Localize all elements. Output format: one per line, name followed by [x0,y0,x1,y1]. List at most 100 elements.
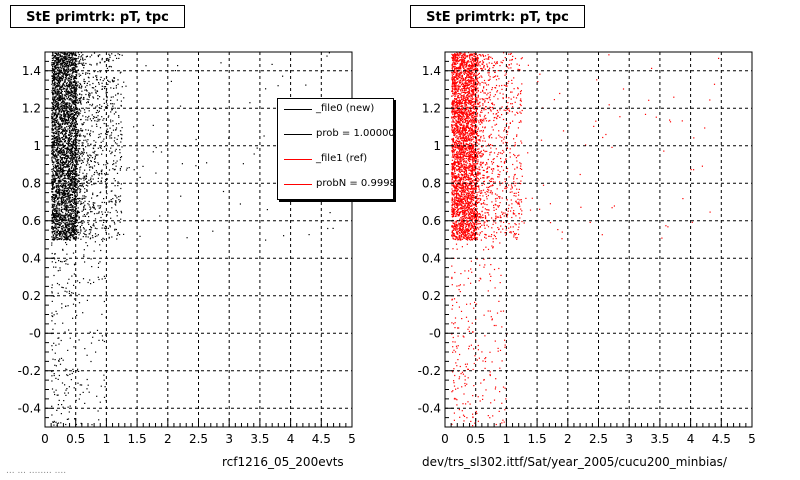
scatter-point [59,216,61,218]
scatter-point [82,161,84,163]
scatter-point [475,81,477,83]
scatter-point [100,147,102,149]
scatter-point [63,153,65,155]
scatter-point [75,138,77,141]
scatter-point [64,331,66,333]
scatter-point [452,174,454,176]
scatter-point [107,211,109,213]
scatter-point [55,174,57,176]
scatter-point [67,120,69,122]
scatter-point [103,201,106,204]
scatter-point [72,199,74,201]
scatter-point [80,97,82,99]
scatter-point [96,116,98,118]
scatter-point [120,105,122,107]
scatter-point [60,149,62,151]
scatter-point [465,192,467,194]
scatter-point [52,99,54,101]
scatter-point [114,107,116,109]
scatter-point [99,192,101,194]
scatter-point [471,224,473,226]
scatter-point [75,82,78,85]
scatter-point [110,153,112,155]
scatter-point [57,177,59,179]
scatter-point [51,176,53,178]
scatter-point [70,133,72,135]
scatter-points [451,52,720,427]
scatter-point [59,233,61,235]
scatter-point [62,218,64,220]
scatter-point [69,176,71,178]
scatter-point [467,96,469,98]
scatter-point [71,118,73,120]
scatter-point [56,216,59,218]
scatter-point [87,162,89,164]
scatter-point [52,57,54,59]
scatter-point [64,194,66,196]
scatter-point [61,118,64,120]
scatter-panel-right: 0 0.5 1 1.5 2 2.5 3 3.5 4 4.5 5-0.4-0.2-00.20.40.6… [418,51,756,446]
scatter-point [72,57,74,59]
scatter-point [54,195,56,197]
scatter-point [63,94,66,96]
scatter-point [56,191,58,193]
scatter-point [69,111,71,113]
scatter-point [474,152,476,154]
scatter-point [53,68,55,70]
scatter-point [71,230,73,232]
scatter-point [60,90,62,92]
scatter-point [117,53,119,55]
scatter-point [461,77,463,79]
scatter-point [75,147,77,149]
scatter-point [454,206,456,208]
scatter-point [84,176,86,178]
scatter-point [81,94,83,96]
scatter-point [55,209,57,211]
scatter-point [53,104,55,106]
scatter-point [85,119,87,121]
scatter-point [62,161,64,163]
scatter-point [68,181,70,183]
scatter-point [55,111,57,113]
scatter-point [114,228,116,230]
scatter-point [58,194,60,196]
scatter-point [56,76,59,78]
scatter-point [470,83,472,85]
scatter-point [118,116,120,118]
scatter-point [56,66,58,68]
scatter-point [54,210,56,212]
scatter-point [90,211,92,213]
scatter-point [52,143,54,146]
scatter-point [62,189,64,191]
scatter-point [460,207,462,209]
scatter-point [51,67,53,70]
scatter-point [51,113,53,115]
scatter-point [68,166,70,168]
scatter-point [51,291,53,293]
scatter-point [83,78,85,80]
scatter-point [82,222,84,224]
scatter-point [459,147,461,149]
scatter-point [67,163,69,165]
scatter-point [108,200,110,202]
scatter-point [101,211,103,213]
scatter-point [85,184,87,186]
scatter-point [55,106,57,108]
scatter-point [466,75,468,77]
scatter-point [64,127,66,129]
scatter-point [68,155,70,157]
scatter-point [81,144,84,146]
scatter-point [91,184,93,186]
scatter-point [79,185,81,187]
scatter-point [66,150,68,153]
scatter-point [85,116,87,118]
scatter-point [64,185,66,187]
scatter-point [88,96,90,98]
scatter-point [70,132,72,134]
scatter-point [460,62,462,64]
scatter-point [458,186,460,188]
scatter-point [113,160,115,162]
scatter-point [68,201,70,203]
scatter-point [90,120,93,122]
scatter-point [115,148,117,150]
